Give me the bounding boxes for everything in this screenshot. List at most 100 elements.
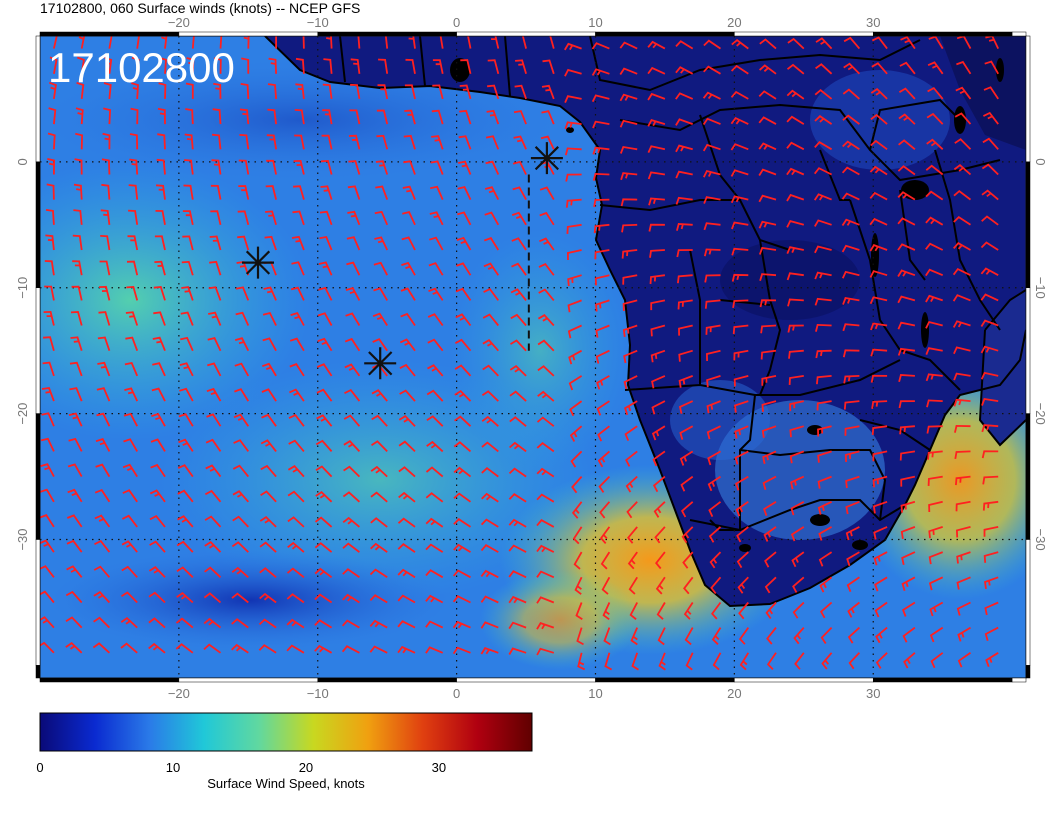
wind-barb (480, 621, 499, 629)
wind-barb (790, 526, 805, 542)
wind-barb (537, 365, 555, 377)
wind-barb (625, 475, 638, 493)
lon-tick-label-bottom: 0 (453, 686, 460, 701)
wind-barb (429, 236, 444, 251)
wind-barb (265, 185, 277, 200)
wind-barb (185, 82, 194, 99)
wind-barb (842, 296, 860, 305)
wind-barb (184, 159, 194, 175)
wind-barb (178, 438, 194, 452)
wind-barb (626, 501, 638, 519)
axis-bar-left (35, 287, 41, 414)
wind-barb (94, 488, 111, 503)
wind-barb (625, 450, 638, 467)
wind-barb (787, 298, 804, 307)
wind-barb (206, 413, 222, 427)
wind-barb (711, 601, 722, 620)
wind-barb (538, 262, 555, 276)
lon-tick-label-bottom: −20 (168, 686, 190, 701)
wind-barb (980, 293, 999, 302)
wind-barb (343, 440, 361, 453)
lon-tick-label-top: 0 (453, 15, 460, 30)
wind-barb (350, 58, 361, 74)
wind-barb (790, 501, 805, 516)
wind-barb (869, 217, 888, 226)
wind-barb (789, 450, 805, 464)
wind-barb (678, 375, 694, 388)
wind-barb (708, 501, 722, 517)
wind-barb (123, 438, 138, 452)
wind-barb (624, 425, 638, 441)
wind-barb (369, 619, 388, 629)
wind-barb (928, 551, 944, 565)
wind-barb (985, 652, 999, 668)
wind-barb (898, 400, 915, 409)
wind-barb (371, 389, 388, 402)
wind-barb (210, 210, 222, 226)
wind-barb (398, 414, 416, 427)
wind-barb (758, 64, 777, 75)
wind-barb (656, 602, 666, 620)
wind-barb (538, 288, 555, 301)
wind-barb (758, 168, 777, 176)
lon-tick-label-bottom: −10 (307, 686, 329, 701)
wind-barb (953, 241, 971, 251)
figure-title: 17102800, 060 Surface winds (knots) -- N… (40, 0, 360, 16)
wind-barb (72, 234, 83, 251)
wind-barb (262, 362, 277, 377)
wind-barb (925, 190, 944, 201)
wind-barb (678, 400, 694, 414)
wind-barb (205, 438, 222, 452)
wind-barb (397, 594, 416, 604)
axis-bar-right (1025, 161, 1031, 289)
wind-barb (509, 390, 527, 402)
axis-bar-bottom (872, 677, 1013, 683)
wind-barb (208, 311, 222, 326)
wind-barb (871, 425, 888, 436)
wind-barb (566, 249, 582, 261)
wind-barb (128, 209, 139, 225)
wind-barb (68, 412, 83, 427)
wind-barb (235, 311, 250, 326)
colorbar-scale (39, 712, 533, 752)
wind-barb (453, 569, 471, 579)
wind-barb (957, 626, 971, 642)
wind-barb (567, 274, 582, 287)
wind-barb (844, 425, 860, 436)
wind-barb (927, 86, 944, 100)
wind-barb (203, 592, 222, 604)
wind-barb (128, 184, 139, 200)
wind-barb (376, 109, 389, 125)
wind-barb (404, 109, 416, 125)
wind-barb (459, 84, 472, 100)
wind-barb (40, 590, 55, 604)
wind-barb (681, 526, 694, 544)
wind-barb (870, 87, 888, 100)
wind-barb (735, 475, 749, 491)
wind-barb (46, 183, 55, 200)
wind-barb (702, 91, 721, 100)
wind-barb (647, 171, 666, 180)
wind-barb (956, 576, 971, 590)
wind-barb (316, 363, 333, 377)
wind-barb (649, 249, 665, 258)
wind-barb (647, 119, 666, 127)
madagascar-landmass (980, 290, 1026, 445)
lon-tick-label-top: −10 (307, 15, 329, 30)
wind-barb (231, 541, 249, 553)
wind-barb (347, 185, 361, 200)
wind-barb (515, 36, 527, 49)
wind-barb (261, 388, 277, 402)
wind-barb (709, 551, 722, 569)
lat-ticks-right: 0 −10 −20 −30 (1033, 158, 1048, 550)
wind-barb (209, 235, 222, 251)
wind-barb (566, 223, 582, 234)
wind-barb (401, 261, 416, 276)
axis-bar-top (595, 31, 735, 37)
wind-barb (432, 59, 444, 74)
wind-barb (593, 223, 610, 234)
wind-barb (731, 247, 749, 256)
wind-barb (792, 576, 805, 593)
wind-barb (655, 551, 666, 570)
wind-barb (186, 57, 195, 74)
